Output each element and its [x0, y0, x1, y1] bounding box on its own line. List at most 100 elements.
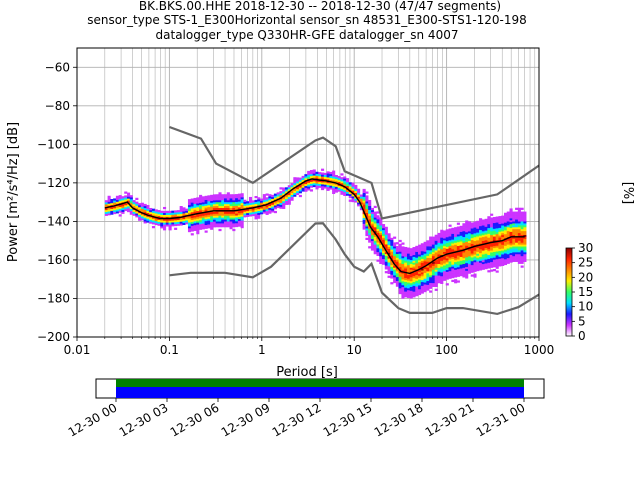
heatmap-cell [481, 223, 485, 226]
heatmap-cell [318, 172, 322, 175]
heatmap-cell [224, 201, 228, 205]
heatmap-cell [174, 221, 178, 225]
heatmap-cell [445, 244, 449, 247]
heatmap-cell [520, 225, 524, 228]
heatmap-cell [454, 232, 458, 236]
heatmap-cell [467, 271, 472, 274]
heatmap-cell [110, 200, 114, 204]
heatmap-cell [340, 188, 344, 191]
heatmap-cell [196, 228, 200, 231]
heatmap-cell [517, 221, 521, 224]
heatmap-cell [387, 248, 391, 251]
heatmap-cell [520, 248, 524, 251]
heatmap-cell [418, 277, 422, 280]
x-axis-ticks: 0.01 0.1 1 10 100 1000 [64, 337, 554, 357]
heatmap-cell [212, 202, 216, 205]
heatmap-cell [445, 283, 449, 286]
heatmap-cell [365, 201, 369, 204]
heatmap-cell [495, 262, 499, 265]
heatmap-cell [445, 238, 449, 242]
heatmap-cell [151, 214, 156, 217]
heatmap-cell [362, 206, 366, 209]
heatmap-cell [492, 218, 496, 222]
heatmap-cell [465, 262, 469, 266]
heatmap-cell [484, 249, 488, 252]
heatmap-cell [163, 218, 167, 221]
heatmap-cell [235, 205, 239, 208]
heatmap-cell [365, 214, 369, 217]
heatmap-cell [284, 191, 289, 194]
heatmap-cell [442, 247, 447, 251]
heatmap-cell [199, 227, 203, 230]
heatmap-cell [229, 207, 233, 210]
heatmap-cell [420, 281, 424, 285]
heatmap-cell [462, 257, 466, 261]
heatmap-cell [132, 209, 136, 212]
heatmap-cell [107, 203, 111, 206]
heatmap-cell [487, 262, 491, 265]
heatmap-cell [409, 265, 413, 268]
heatmap-cell [221, 213, 225, 216]
heatmap-cell [287, 200, 291, 203]
heatmap-cell [509, 212, 513, 215]
heatmap-cell [174, 220, 178, 223]
heatmap-cell [445, 229, 449, 232]
heatmap-cell [215, 203, 219, 207]
plot-background [77, 48, 539, 337]
heatmap-cell [135, 201, 139, 204]
heatmap-cell [262, 201, 266, 205]
heatmap-cell [243, 213, 247, 216]
heatmap-cell [467, 236, 472, 240]
heatmap-cell [395, 257, 399, 260]
heatmap-cell [492, 240, 496, 243]
heatmap-cell [204, 217, 208, 220]
heatmap-cell [487, 264, 491, 267]
heatmap-cell [315, 181, 319, 184]
heatmap-cell [481, 246, 485, 249]
y-tick-label: −120 [37, 176, 70, 190]
heatmap-cell [387, 244, 391, 248]
heatmap-cell [207, 224, 211, 227]
heatmap-cell [454, 242, 458, 245]
heatmap-cell [174, 210, 178, 213]
heatmap-cell [495, 224, 499, 227]
heatmap-cell [190, 225, 194, 228]
heatmap-cell [509, 229, 513, 232]
heatmap-cell [409, 288, 413, 291]
heatmap-cell [296, 192, 300, 196]
colorbar-tick-label: 20 [578, 270, 593, 284]
heatmap-cell [384, 244, 388, 247]
heatmap-cell [503, 260, 508, 264]
heatmap-cell [224, 215, 228, 218]
heatmap-cell [382, 262, 386, 265]
heatmap-cell [326, 184, 330, 188]
heatmap-cell [454, 236, 458, 240]
heatmap-cell [296, 179, 300, 182]
heatmap-cell [332, 191, 336, 194]
heatmap-cell [476, 268, 480, 272]
heatmap-cell [412, 283, 416, 286]
heatmap-cell [512, 240, 516, 243]
heatmap-cell [440, 239, 444, 242]
heatmap-cell [293, 194, 297, 197]
heatmap-cell [462, 255, 466, 259]
low-noise-model-line [169, 222, 540, 316]
heatmap-cell [124, 199, 128, 202]
heatmap-cell [456, 247, 460, 250]
heatmap-cell [473, 225, 477, 228]
heatmap-cell [151, 210, 156, 213]
heatmap-cell [165, 210, 169, 214]
heatmap-cell [293, 181, 297, 184]
heatmap-cell [506, 252, 510, 255]
heatmap-cell [423, 259, 427, 262]
heatmap-cell [240, 200, 244, 204]
heatmap-cell [393, 265, 397, 268]
heatmap-cell [456, 232, 460, 235]
heatmap-cell [368, 201, 372, 205]
heatmap-cell [248, 204, 253, 207]
heatmap-cell [451, 270, 455, 273]
heatmap-cell [340, 177, 344, 180]
heatmap-cell [196, 208, 200, 212]
heatmap-cell [509, 243, 513, 246]
heatmap-cell [487, 270, 491, 273]
